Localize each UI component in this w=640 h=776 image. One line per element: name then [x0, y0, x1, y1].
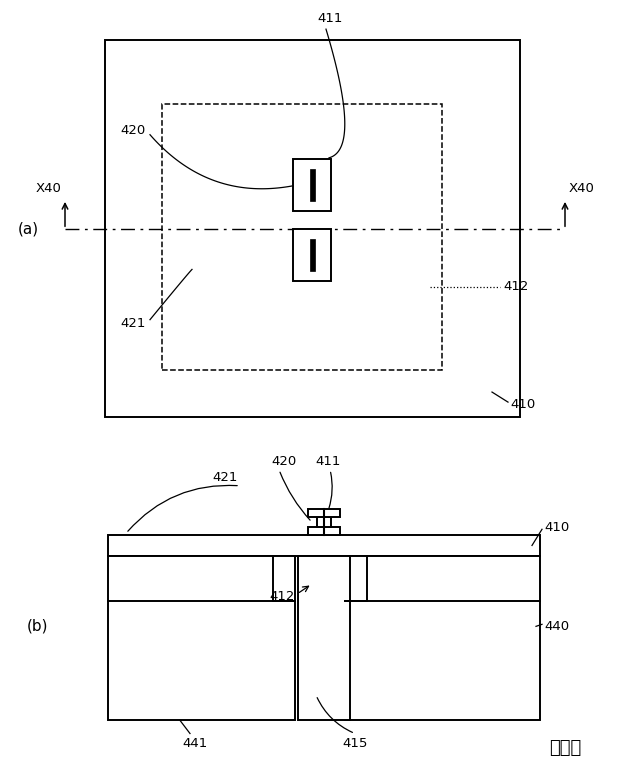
Text: 412: 412	[269, 590, 295, 602]
Bar	[308, 527, 340, 535]
Bar	[298, 556, 350, 720]
Bar	[108, 556, 295, 720]
Bar	[310, 169, 315, 201]
Text: (b): (b)	[28, 618, 49, 634]
Text: (a): (a)	[17, 222, 38, 237]
Text: 410: 410	[544, 521, 569, 534]
Text: X40: X40	[35, 182, 61, 195]
Bar	[162, 103, 442, 370]
Text: 421: 421	[212, 471, 238, 484]
Bar	[293, 159, 331, 211]
Text: 420: 420	[121, 124, 146, 137]
Text: 411: 411	[316, 455, 340, 468]
Text: 415: 415	[342, 737, 368, 750]
Bar	[308, 509, 340, 517]
Bar	[293, 229, 331, 282]
Bar	[105, 40, 520, 417]
Bar	[345, 556, 540, 720]
Text: 441: 441	[182, 737, 207, 750]
Text: 421: 421	[120, 317, 146, 331]
Bar	[310, 239, 315, 272]
Bar	[108, 535, 540, 556]
Text: 412: 412	[503, 280, 529, 293]
Text: 420: 420	[271, 455, 296, 468]
Text: 410: 410	[510, 397, 535, 411]
Bar	[317, 517, 331, 527]
Text: 440: 440	[544, 620, 569, 633]
Text: X40: X40	[569, 182, 595, 195]
Text: 図４０: 図４０	[549, 739, 581, 757]
Text: 411: 411	[317, 12, 342, 25]
